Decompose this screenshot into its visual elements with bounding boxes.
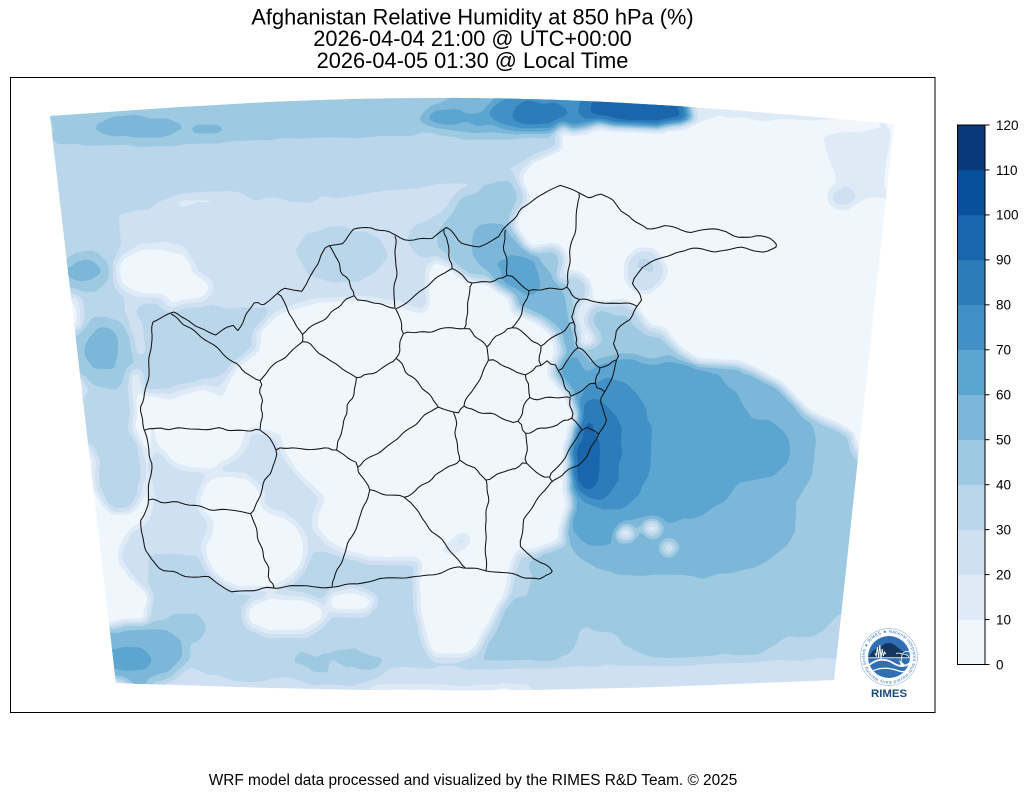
svg-text:RIMES: RIMES (871, 688, 907, 700)
svg-text:20: 20 (996, 567, 1011, 582)
svg-text:0: 0 (996, 657, 1004, 672)
svg-text:110: 110 (996, 163, 1018, 178)
svg-text:90: 90 (996, 253, 1011, 268)
svg-text:2026-04-04 21:00 @ UTC+00:00: 2026-04-04 21:00 @ UTC+00:00 (313, 26, 631, 51)
svg-text:10: 10 (996, 612, 1011, 627)
svg-text:100: 100 (996, 208, 1019, 223)
svg-text:WRF model data processed and v: WRF model data processed and visualized … (209, 772, 738, 789)
svg-text:70: 70 (996, 343, 1011, 358)
svg-text:60: 60 (996, 388, 1011, 403)
svg-text:Afghanistan Relative Humidity: Afghanistan Relative Humidity at 850 hPa… (251, 5, 693, 30)
svg-text:40: 40 (996, 477, 1011, 492)
svg-text:120: 120 (996, 118, 1019, 133)
svg-text:80: 80 (996, 298, 1011, 313)
svg-text:2026-04-05 01:30 @ Local Time: 2026-04-05 01:30 @ Local Time (317, 48, 629, 73)
svg-text:50: 50 (996, 433, 1011, 448)
svg-text:30: 30 (996, 522, 1011, 537)
